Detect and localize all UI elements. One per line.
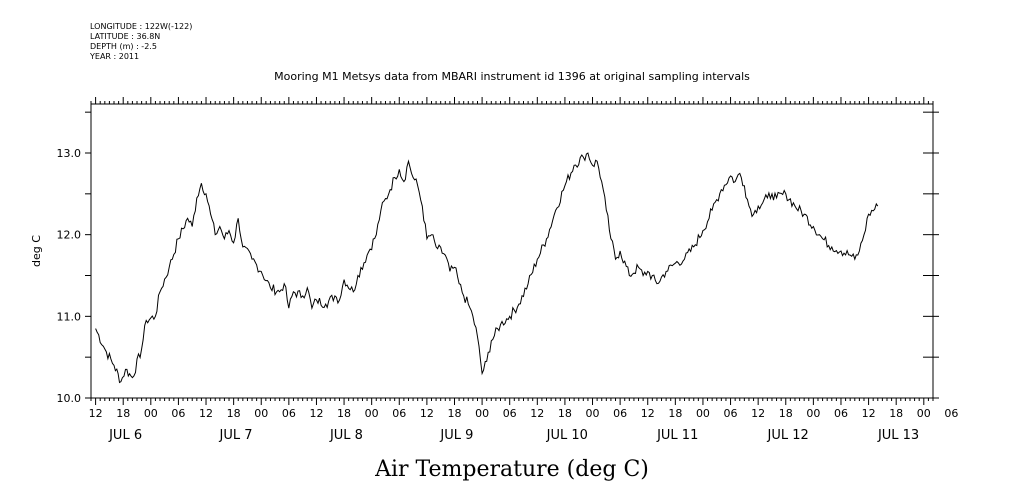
y-axis-label: deg C	[30, 235, 43, 267]
day-label: JUL 6	[108, 428, 142, 443]
hour-tick-label: 18	[116, 407, 130, 420]
hour-tick-label: 18	[779, 407, 793, 420]
meta-latitude: LATITUDE : 36.8N	[90, 32, 160, 41]
hour-tick-label: 00	[365, 407, 379, 420]
hour-tick-label: 18	[668, 407, 682, 420]
hour-tick-label: 12	[420, 407, 434, 420]
day-label: JUL 11	[656, 428, 698, 443]
day-label: JUL 8	[329, 428, 363, 443]
hour-tick-label: 12	[89, 407, 103, 420]
y-tick-label: 10.0	[57, 392, 82, 405]
hour-tick-label: 00	[696, 407, 710, 420]
hour-tick-label: 06	[171, 407, 185, 420]
hour-tick-label: 18	[889, 407, 903, 420]
x-axis-label: Air Temperature (deg C)	[374, 457, 649, 482]
hour-tick-label: 12	[199, 407, 213, 420]
hour-tick-label: 00	[475, 407, 489, 420]
y-tick-label: 12.0	[57, 229, 82, 242]
hour-tick-label: 12	[309, 407, 323, 420]
hour-tick-label: 06	[613, 407, 627, 420]
hour-tick-label: 00	[254, 407, 268, 420]
day-label: JUL 13	[877, 428, 919, 443]
metadata-block: LONGITUDE : 122W(-122) LATITUDE : 36.8N …	[89, 22, 192, 61]
tick-marks	[85, 97, 939, 405]
hour-tick-label: 06	[724, 407, 738, 420]
hour-tick-label: 18	[447, 407, 461, 420]
plot-frame	[90, 103, 934, 399]
day-label: JUL 7	[219, 428, 253, 443]
hour-tick-label: 18	[337, 407, 351, 420]
hour-tick-label: 18	[558, 407, 572, 420]
hour-tick-label: 12	[862, 407, 876, 420]
meta-depth: DEPTH (m) : -2.5	[90, 42, 157, 51]
meta-year: YEAR : 2011	[89, 52, 139, 61]
y-tick-labels: 10.0 11.0 12.0 13.0	[57, 147, 82, 405]
hour-tick-label: 18	[227, 407, 241, 420]
hour-tick-label: 06	[282, 407, 296, 420]
day-label: JUL 12	[767, 428, 809, 443]
day-labels: JUL 6 JUL 7 JUL 8 JUL 9 JUL 10 JUL 11 JUL 12 JU…	[108, 428, 919, 443]
hour-tick-label: 06	[944, 407, 958, 420]
hour-tick-label: 00	[806, 407, 820, 420]
y-tick-label: 13.0	[57, 147, 82, 160]
hour-tick-label: 06	[392, 407, 406, 420]
hour-tick-label: 12	[641, 407, 655, 420]
y-tick-label: 11.0	[57, 310, 82, 323]
hour-tick-label: 00	[586, 407, 600, 420]
day-label: JUL 9	[439, 428, 473, 443]
chart-title: Mooring M1 Metsys data from MBARI instru…	[274, 70, 750, 83]
temperature-series-line	[95, 152, 879, 384]
hour-tick-label: 00	[917, 407, 931, 420]
hour-tick-label: 12	[751, 407, 765, 420]
hour-tick-label: 06	[834, 407, 848, 420]
hour-tick-label: 12	[530, 407, 544, 420]
day-label: JUL 10	[546, 428, 588, 443]
meta-longitude: LONGITUDE : 122W(-122)	[90, 22, 192, 31]
hour-tick-label: 00	[144, 407, 158, 420]
x-tick-labels: 12 18 00 06 12 18 00 06 12 18 00 06 12 18 00 06 12 18 00 06…	[89, 407, 959, 420]
hour-tick-label: 06	[503, 407, 517, 420]
